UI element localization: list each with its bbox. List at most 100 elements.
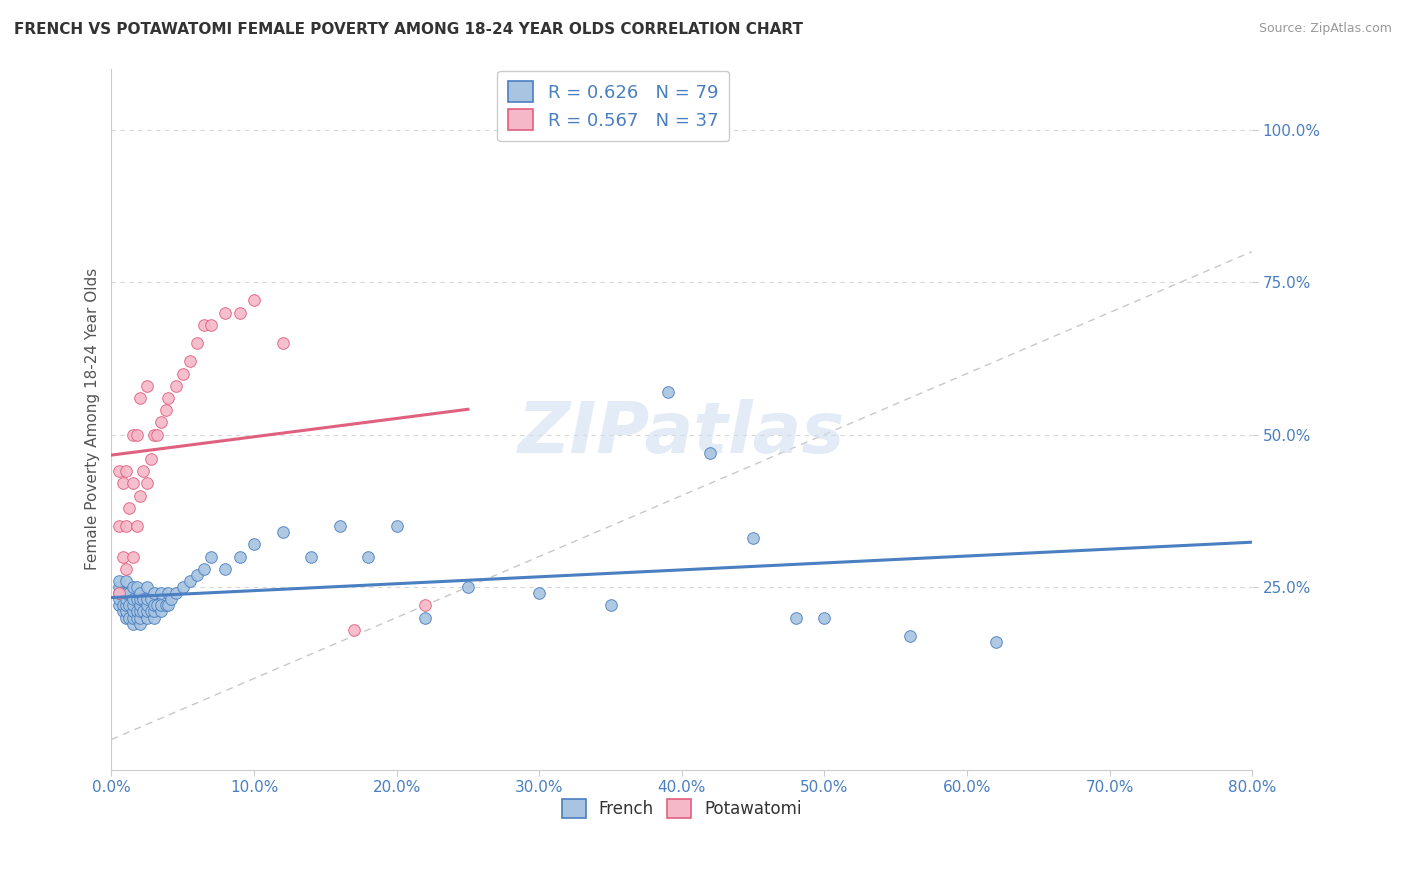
- Point: [121, 610, 143, 624]
- Point: [136, 592, 159, 607]
- Point: [107, 574, 129, 588]
- Point: [111, 599, 134, 613]
- Point: [136, 580, 159, 594]
- Point: [125, 604, 148, 618]
- Point: [136, 604, 159, 618]
- Point: [136, 378, 159, 392]
- Point: [186, 336, 208, 351]
- Point: [136, 599, 159, 613]
- Point: [129, 616, 152, 631]
- Point: [172, 580, 194, 594]
- Point: [121, 427, 143, 442]
- Point: [129, 586, 152, 600]
- Point: [141, 451, 163, 466]
- Point: [141, 604, 163, 618]
- Point: [143, 604, 166, 618]
- Point: [121, 604, 143, 618]
- Point: [193, 318, 215, 332]
- Point: [117, 599, 139, 613]
- Point: [132, 464, 155, 478]
- Point: [121, 549, 143, 564]
- Point: [129, 604, 152, 618]
- Point: [107, 592, 129, 607]
- Point: [114, 599, 136, 613]
- Point: [107, 586, 129, 600]
- Text: FRENCH VS POTAWATOMI FEMALE POVERTY AMONG 18-24 YEAR OLDS CORRELATION CHART: FRENCH VS POTAWATOMI FEMALE POVERTY AMON…: [14, 22, 803, 37]
- Point: [179, 354, 201, 368]
- Point: [121, 599, 143, 613]
- Point: [155, 403, 177, 417]
- Point: [150, 415, 173, 429]
- Point: [143, 599, 166, 613]
- Point: [129, 610, 152, 624]
- Point: [214, 562, 236, 576]
- Point: [898, 629, 921, 643]
- Point: [146, 599, 169, 613]
- Legend: French, Potawatomi: French, Potawatomi: [555, 792, 808, 825]
- Point: [143, 427, 166, 442]
- Point: [150, 586, 173, 600]
- Point: [271, 336, 294, 351]
- Point: [157, 586, 180, 600]
- Point: [111, 586, 134, 600]
- Point: [125, 427, 148, 442]
- Point: [129, 489, 152, 503]
- Point: [143, 586, 166, 600]
- Point: [117, 610, 139, 624]
- Point: [599, 599, 621, 613]
- Point: [117, 500, 139, 515]
- Point: [413, 610, 436, 624]
- Point: [117, 586, 139, 600]
- Point: [229, 549, 252, 564]
- Point: [129, 391, 152, 405]
- Point: [107, 519, 129, 533]
- Point: [657, 384, 679, 399]
- Y-axis label: Female Poverty Among 18-24 Year Olds: Female Poverty Among 18-24 Year Olds: [86, 268, 100, 570]
- Point: [150, 604, 173, 618]
- Point: [179, 574, 201, 588]
- Point: [200, 549, 222, 564]
- Point: [125, 610, 148, 624]
- Point: [107, 599, 129, 613]
- Point: [160, 592, 183, 607]
- Point: [146, 427, 169, 442]
- Point: [172, 367, 194, 381]
- Point: [107, 580, 129, 594]
- Point: [111, 549, 134, 564]
- Point: [121, 580, 143, 594]
- Point: [114, 574, 136, 588]
- Point: [125, 519, 148, 533]
- Point: [125, 592, 148, 607]
- Point: [271, 525, 294, 540]
- Point: [132, 604, 155, 618]
- Point: [785, 610, 807, 624]
- Point: [129, 599, 152, 613]
- Point: [299, 549, 322, 564]
- Point: [114, 604, 136, 618]
- Text: ZIPatlas: ZIPatlas: [519, 399, 845, 467]
- Point: [150, 599, 173, 613]
- Point: [125, 580, 148, 594]
- Point: [229, 305, 252, 319]
- Point: [157, 391, 180, 405]
- Point: [114, 562, 136, 576]
- Point: [165, 586, 187, 600]
- Point: [111, 476, 134, 491]
- Point: [121, 592, 143, 607]
- Point: [699, 446, 721, 460]
- Point: [114, 586, 136, 600]
- Point: [129, 592, 152, 607]
- Point: [143, 610, 166, 624]
- Point: [200, 318, 222, 332]
- Point: [385, 519, 408, 533]
- Point: [107, 586, 129, 600]
- Point: [343, 623, 366, 637]
- Point: [243, 537, 266, 551]
- Point: [107, 464, 129, 478]
- Point: [193, 562, 215, 576]
- Point: [984, 635, 1007, 649]
- Point: [357, 549, 380, 564]
- Text: Source: ZipAtlas.com: Source: ZipAtlas.com: [1258, 22, 1392, 36]
- Point: [136, 476, 159, 491]
- Point: [132, 592, 155, 607]
